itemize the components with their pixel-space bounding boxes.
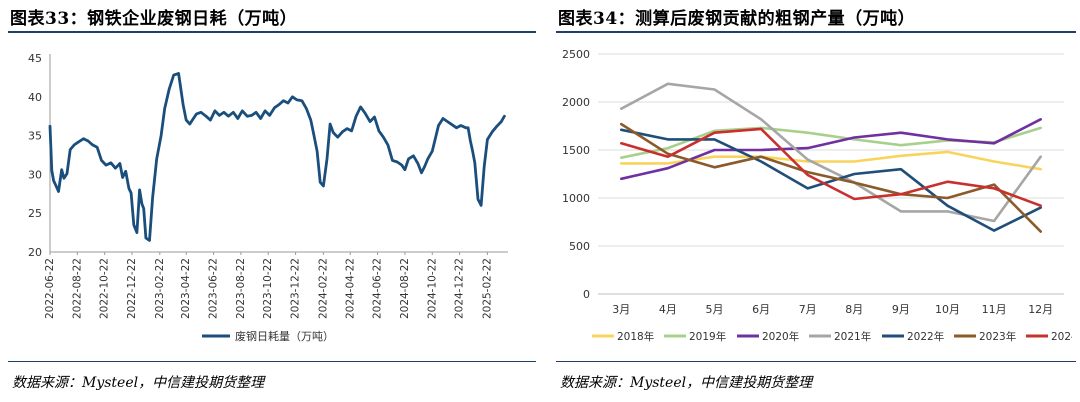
legend-label: 2022年	[907, 330, 944, 343]
series-line-scrap-consumption	[48, 72, 506, 242]
x-tick-label: 12月	[1028, 303, 1053, 316]
x-tick-label: 2025-02-22	[481, 258, 493, 319]
source-divider	[556, 361, 1076, 362]
legend-label: 2023年	[979, 330, 1016, 343]
series-line-2021年	[620, 82, 1043, 223]
y-tick-label: 1000	[562, 192, 590, 205]
y-tick-label: 20	[28, 246, 42, 259]
x-tick-label: 2023-08-22	[235, 258, 247, 319]
right-figure-panel: 图表34：测算后废钢贡献的粗钢产量（万吨） 0 500 1000 1500 2000 25…	[548, 0, 1080, 402]
x-tick-label: 2024-12-22	[454, 258, 466, 319]
x-tick-label: 2022-10-22	[99, 258, 111, 319]
legend-label: 2024年	[1051, 330, 1072, 343]
x-tick-label: 2023-06-22	[208, 258, 220, 319]
x-tick-label: 9月	[892, 303, 910, 316]
y-tick-label: 25	[28, 207, 42, 220]
x-tick-label: 8月	[845, 303, 863, 316]
left-figure-panel: 图表33：钢铁企业废钢日耗（万吨） 20 25 30 35 40 45 2022-06-22…	[8, 9, 536, 391]
figure-34-title: 图表34：测算后废钢贡献的粗钢产量（万吨）	[558, 9, 916, 29]
x-tick-label: 4月	[659, 303, 677, 316]
legend: 2018年 2019年 2020年 2021年 2022年 2023年 2024年	[592, 330, 1072, 343]
x-tick-label: 2024-06-22	[372, 258, 384, 319]
x-tick-label: 2024-08-22	[399, 258, 411, 319]
x-tick-label: 2023-02-22	[154, 258, 166, 319]
title-divider	[8, 31, 536, 33]
x-tick-label: 2022-08-22	[71, 258, 83, 319]
daily-scrap-consumption-chart: 20 25 30 35 40 45 2022-06-22 2022-08-22 2022-10-…	[28, 52, 508, 343]
legend-label: 废钢日耗量（万吨）	[235, 329, 334, 343]
legend-label: 2019年	[689, 330, 726, 343]
series-line-2024年	[620, 127, 1043, 207]
y-tick-label: 2500	[562, 48, 590, 61]
x-tick-label: 2024-10-22	[426, 258, 438, 319]
x-tick-label: 7月	[799, 303, 817, 316]
y-tick-label: 500	[569, 240, 590, 253]
y-tick-label: 35	[28, 130, 42, 143]
y-tick-label: 0	[583, 288, 590, 301]
x-tick-label: 2022-12-22	[126, 258, 138, 319]
x-tick-label: 11月	[982, 303, 1007, 316]
series-line-2020年	[620, 118, 1043, 181]
x-tick-label: 5月	[706, 303, 724, 316]
legend-label: 2021年	[834, 330, 871, 343]
series-line-2022年	[620, 128, 1043, 232]
x-tick-label: 10月	[935, 303, 960, 316]
source-note: 数据来源：Mysteel，中信建投期货整理	[560, 375, 813, 391]
legend-label: 2018年	[617, 330, 654, 343]
y-tick-label: 45	[28, 52, 42, 65]
y-tick-label: 1500	[562, 144, 590, 157]
scrap-contributed-steel-output-chart: 0 500 1000 1500 2000 2500 3月 4月 5月 6月 7月 8月 9月 10月 11月…	[562, 48, 1072, 343]
x-tick-label: 2023-10-22	[262, 258, 274, 319]
series-line-2023年	[620, 122, 1043, 233]
legend-label: 2020年	[762, 330, 799, 343]
x-tick-label: 6月	[752, 303, 770, 316]
x-tick-label: 3月	[612, 303, 630, 316]
y-tick-label: 30	[28, 168, 42, 181]
x-tick-label: 2024-04-22	[344, 258, 356, 319]
y-tick-label: 40	[28, 91, 42, 104]
figure-33-title: 图表33：钢铁企业废钢日耗（万吨）	[10, 9, 298, 29]
x-tick-label: 2023-04-22	[180, 258, 192, 319]
source-note: 数据来源：Mysteel，中信建投期货整理	[12, 375, 265, 391]
y-tick-label: 2000	[562, 96, 590, 109]
source-divider	[8, 361, 536, 362]
x-tick-label: 2024-02-22	[317, 258, 329, 319]
x-tick-label: 2022-06-22	[44, 258, 56, 319]
title-divider	[556, 31, 1076, 33]
x-tick-label: 2023-12-22	[290, 258, 302, 319]
